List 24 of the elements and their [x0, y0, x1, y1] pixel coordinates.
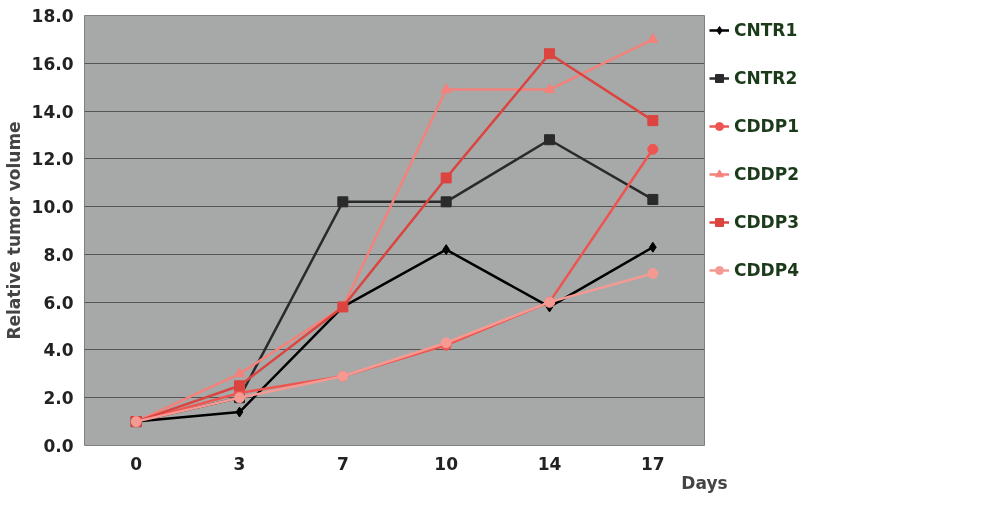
legend-label: CNTR2 — [734, 68, 798, 88]
y-tick-label: 18.0 — [31, 6, 74, 26]
x-tick-label: 3 — [233, 453, 246, 474]
legend-label: CDDP4 — [734, 260, 799, 280]
legend-label: CDDP3 — [734, 212, 799, 232]
x-tick-label: 0 — [130, 453, 143, 474]
x-tick-label: 7 — [336, 453, 349, 474]
y-tick-label: 2.0 — [43, 388, 74, 409]
y-tick-label: 8.0 — [43, 244, 74, 265]
y-tick-label: 0.0 — [43, 436, 74, 456]
y-axis-title: Relative tumor volume — [3, 121, 24, 340]
y-tick-label: 6.0 — [43, 292, 74, 313]
x-axis-title: Days — [681, 472, 728, 493]
x-tick-label: 17 — [641, 453, 665, 474]
y-tick-label: 4.0 — [43, 340, 74, 361]
x-tick-label: 14 — [537, 453, 562, 474]
legend-label: CDDP1 — [734, 116, 799, 136]
y-tick-label: 10.0 — [31, 197, 74, 218]
y-tick-label: 14.0 — [31, 101, 74, 122]
legend-label: CNTR1 — [734, 20, 798, 40]
y-tick-label: 12.0 — [31, 149, 74, 170]
x-tick-label: 10 — [434, 453, 459, 474]
legend-label: CDDP2 — [734, 164, 799, 184]
y-tick-label: 16.0 — [31, 53, 74, 74]
